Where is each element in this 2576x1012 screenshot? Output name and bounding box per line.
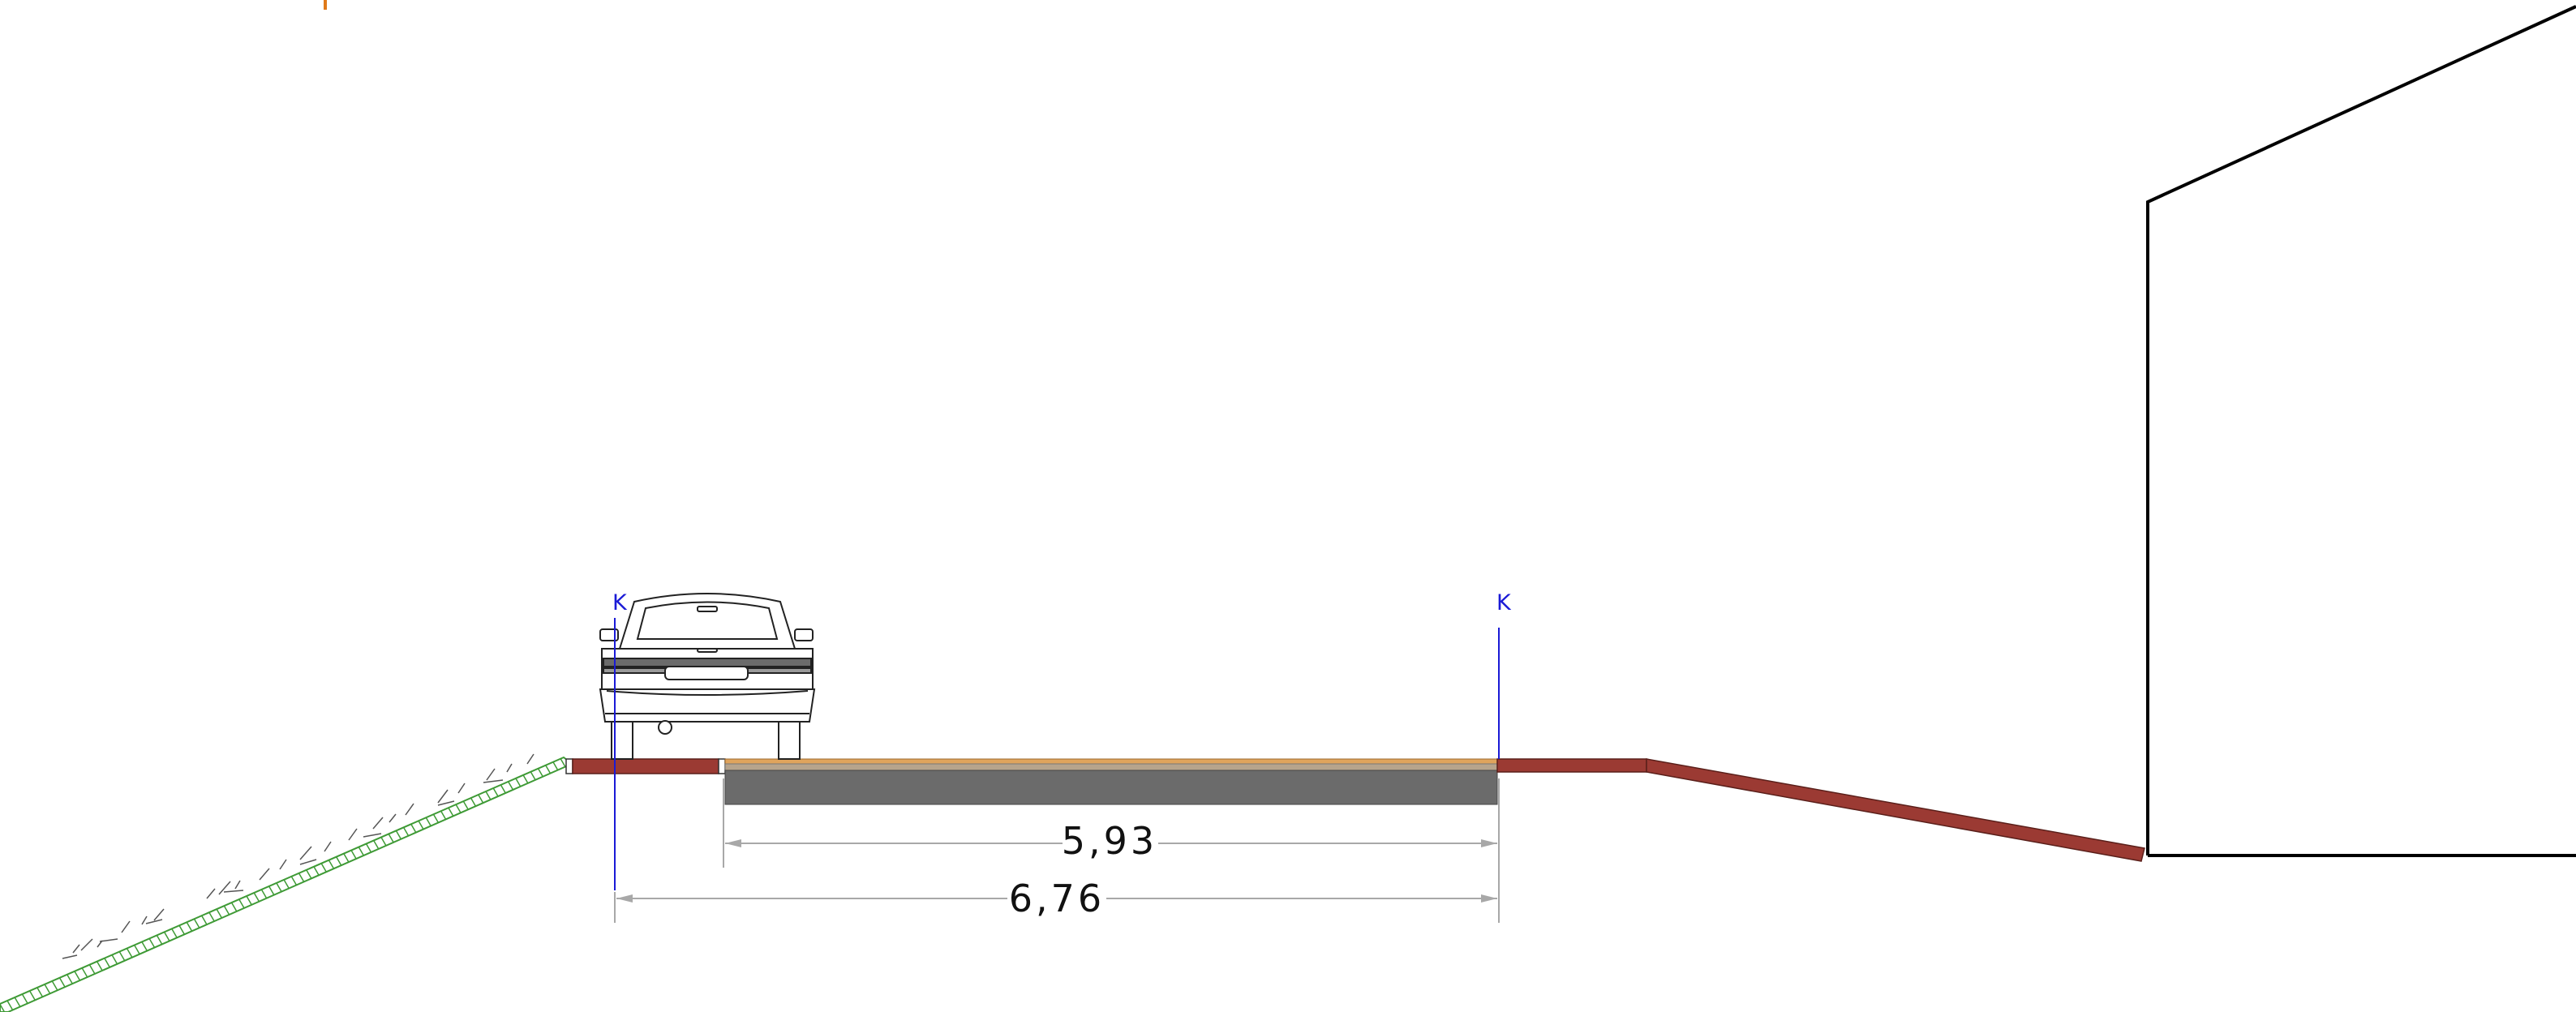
car-rear-view-icon [600,594,814,759]
right-marker-label: K [1496,590,1512,615]
building-outline [2148,6,2576,855]
grass-slope-icon [0,754,572,1012]
left-curb [566,759,725,774]
right-shoulder [1497,759,2145,861]
right-edge-marker: K [1496,590,1512,759]
total-width-label: 6,76 [1009,877,1105,920]
left-marker-label: K [612,590,628,615]
carriageway-width-label: 5,93 [1062,819,1157,863]
carriageway-pavement [725,759,1497,804]
dimension-total-width: 6,76 [615,868,1499,923]
